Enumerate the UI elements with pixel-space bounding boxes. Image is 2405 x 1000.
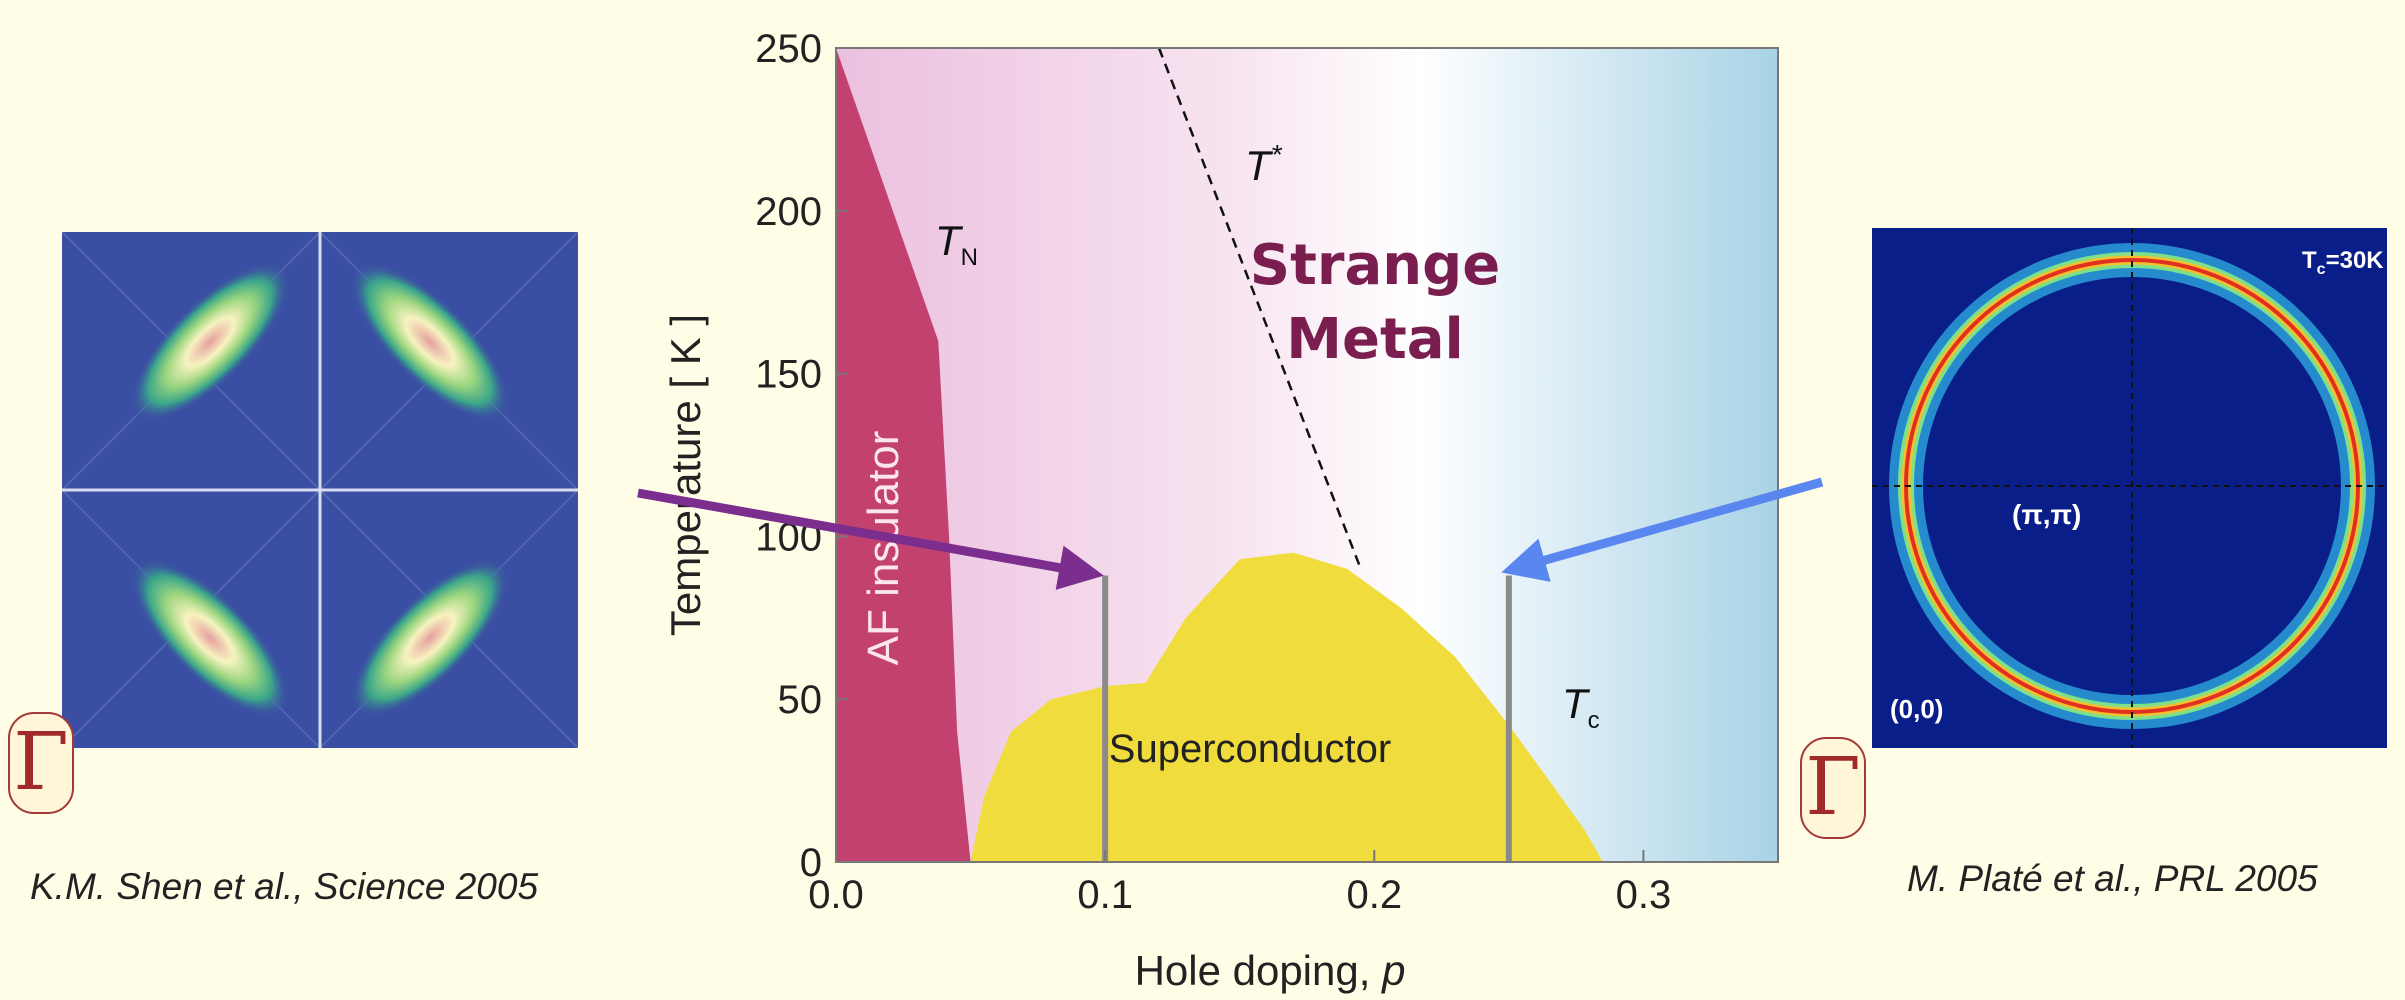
t-star-dashed-line bbox=[1157, 47, 1362, 570]
y-tick-label: 200 bbox=[755, 190, 822, 234]
x-tick-label: 0.2 bbox=[1346, 873, 1402, 917]
superconductor-region bbox=[970, 552, 1604, 862]
x-axis-label: Hole doping, p bbox=[1135, 947, 1406, 994]
y-axis-label: Temperature [ K ] bbox=[662, 314, 709, 636]
x-tick-label: 0.1 bbox=[1077, 873, 1133, 917]
fermi-arc-bottom-left bbox=[130, 558, 290, 718]
left-gamma-label: Γ bbox=[8, 712, 74, 814]
left-fermi-surface-panel bbox=[62, 232, 578, 748]
right-fermi-surface-map: Tc=30K (π,π) (0,0) bbox=[1872, 228, 2387, 748]
tc-30k-label: Tc=30K bbox=[2302, 247, 2384, 278]
superconductor-label: Superconductor bbox=[1109, 727, 1391, 771]
left-panel-arrow bbox=[637, 488, 1104, 590]
af-insulator-label: AF insulator bbox=[859, 431, 908, 666]
y-tick-label: 250 bbox=[755, 27, 822, 71]
left-fermi-surface-map bbox=[62, 232, 578, 748]
x-axis: 0.0 0.1 0.2 0.3 bbox=[808, 850, 1671, 917]
fermi-arc-bottom-right bbox=[350, 558, 510, 718]
right-citation: M. Platé et al., PRL 2005 bbox=[1907, 858, 2318, 899]
strange-metal-label-line2: Metal bbox=[1286, 307, 1463, 372]
right-gamma-label: Γ bbox=[1800, 737, 1866, 839]
pi-pi-label: (π,π) bbox=[2012, 499, 2081, 530]
y-tick-label: 50 bbox=[778, 678, 823, 722]
x-tick-label: 0.3 bbox=[1616, 873, 1672, 917]
fermi-arc-top-left bbox=[130, 262, 290, 422]
right-fermi-surface-panel: Tc=30K (π,π) (0,0) bbox=[1872, 228, 2387, 748]
fermi-arc-top-right bbox=[350, 262, 510, 422]
y-tick-label: 0 bbox=[800, 841, 822, 885]
left-citation: K.M. Shen et al., Science 2005 bbox=[30, 866, 539, 907]
y-tick-label: 150 bbox=[755, 353, 822, 397]
tc-label: Tc bbox=[1562, 680, 1600, 734]
origin-label: (0,0) bbox=[1890, 694, 1943, 724]
t-star-label: T* bbox=[1245, 139, 1283, 189]
x-tick-label: 0.0 bbox=[808, 873, 864, 917]
af-insulator-region bbox=[836, 48, 971, 862]
plot-frame bbox=[835, 47, 1779, 863]
strange-metal-label-line1: Strange bbox=[1250, 233, 1500, 298]
right-panel-arrow bbox=[1501, 477, 1824, 582]
tn-label: TN bbox=[935, 217, 978, 271]
